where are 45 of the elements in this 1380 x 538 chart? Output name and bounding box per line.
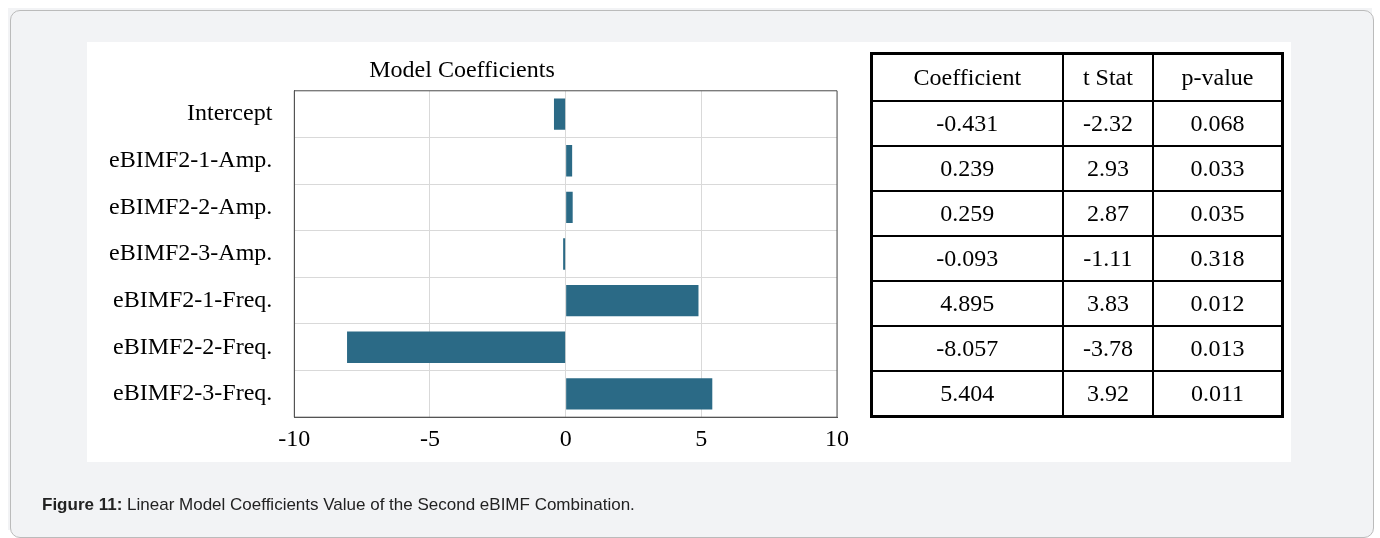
text: 3.83 bbox=[1062, 281, 1154, 326]
text: 0.033 bbox=[1153, 146, 1283, 191]
text: -1.11 bbox=[1062, 236, 1154, 281]
x-tick-label: 5 bbox=[695, 424, 708, 451]
text: 3.92 bbox=[1062, 371, 1154, 417]
text: 2.93 bbox=[1062, 146, 1154, 191]
text: -0.431 bbox=[871, 101, 1063, 146]
text: 4.895 bbox=[871, 281, 1063, 326]
text: 0.012 bbox=[1153, 281, 1283, 326]
text: 0.013 bbox=[1153, 326, 1283, 371]
text: 0.318 bbox=[1153, 236, 1283, 281]
caption: Figure 11: Linear Model Coefficients Value of the Second eBIMF Combination. bbox=[42, 495, 635, 515]
y-tick-label: eBIMF2-2-Freq. bbox=[113, 332, 273, 359]
text: 2.87 bbox=[1062, 191, 1154, 236]
category-label: p-value bbox=[1153, 53, 1283, 101]
bar bbox=[563, 238, 566, 270]
bar bbox=[566, 378, 713, 410]
text: -8.057 bbox=[871, 326, 1063, 371]
chart-title: Model Coefficients bbox=[369, 55, 555, 82]
x-tick-label: -5 bbox=[419, 424, 440, 451]
bar bbox=[553, 98, 566, 130]
y-tick-label: eBIMF2-3-Amp. bbox=[109, 239, 273, 266]
text: 0.068 bbox=[1153, 101, 1283, 146]
category-label: Coefficient bbox=[871, 53, 1063, 101]
bar bbox=[566, 284, 699, 317]
y-tick-label: eBIMF2-2-Amp. bbox=[109, 192, 273, 219]
bar bbox=[347, 331, 566, 363]
text: 0.035 bbox=[1153, 191, 1283, 236]
y-tick-label: eBIMF2-3-Freq. bbox=[113, 379, 273, 406]
text: 0.239 bbox=[871, 146, 1063, 191]
bar bbox=[566, 191, 573, 224]
text: 0.259 bbox=[871, 191, 1063, 236]
text: 5.404 bbox=[871, 371, 1063, 417]
text: 0.011 bbox=[1153, 371, 1283, 417]
y-tick-label: eBIMF2-1-Amp. bbox=[109, 146, 273, 173]
x-tick-label: 0 bbox=[559, 424, 572, 451]
y-tick-label: eBIMF2-1-Freq. bbox=[113, 285, 273, 312]
text: -2.32 bbox=[1062, 101, 1154, 146]
text: -0.093 bbox=[871, 236, 1063, 281]
x-tick-label: -10 bbox=[278, 424, 311, 451]
y-tick-label: Intercept bbox=[187, 99, 273, 126]
x-tick-label: 10 bbox=[825, 424, 849, 451]
bar bbox=[566, 145, 573, 177]
category-label: t Stat bbox=[1062, 53, 1154, 101]
text: -3.78 bbox=[1062, 326, 1154, 371]
